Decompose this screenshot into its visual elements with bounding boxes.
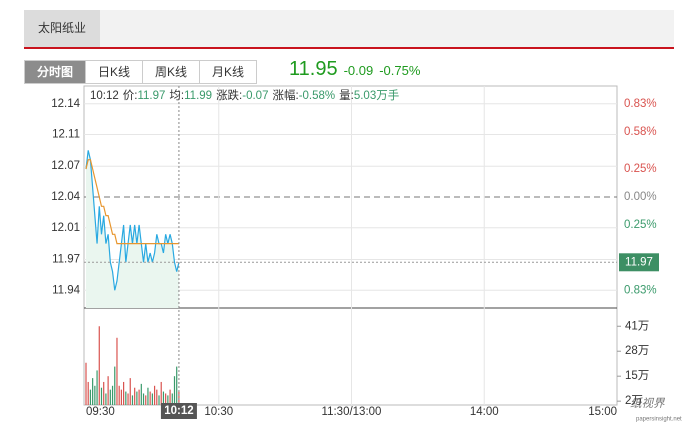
price-area xyxy=(86,150,179,308)
x-tick-label: 11:30/13:00 xyxy=(322,406,382,418)
y-tick-label: 11.97 xyxy=(52,254,80,266)
volume-bar xyxy=(136,391,138,405)
volume-bar xyxy=(114,366,116,405)
volume-bar xyxy=(138,389,140,405)
view-tab[interactable]: 分时图 xyxy=(24,60,87,84)
view-tab[interactable]: 周K线 xyxy=(142,60,201,84)
change-pct: -0.75% xyxy=(379,63,421,78)
volume-bar xyxy=(94,385,96,405)
change: -0.09 xyxy=(343,63,374,78)
volume-bar xyxy=(125,391,127,405)
volume-bar xyxy=(140,383,142,405)
volume-bar xyxy=(171,393,173,405)
volume-bar xyxy=(165,393,167,405)
volume-bar xyxy=(111,385,114,405)
quote: 11.95 -0.09 -0.75% xyxy=(289,58,426,81)
cursor-y-box xyxy=(619,253,659,272)
average-line xyxy=(85,159,179,245)
volume-bar xyxy=(89,389,92,405)
info-line: 10:12 价:11.97 均:11.99 涨跌:-0.07 涨幅:-0.58% 量:5.… xyxy=(90,88,399,102)
y2-tick-label: 0.25% xyxy=(624,219,657,231)
y2-tick-label: 0.58% xyxy=(624,126,657,138)
volume-bar xyxy=(145,395,147,405)
info-label: 涨幅: xyxy=(272,89,298,102)
volume-bar xyxy=(127,393,129,405)
y2-tick-label: 0.83% xyxy=(624,284,657,296)
y2-tick-label: 0.25% xyxy=(624,163,657,175)
volume-tick-label: 15万 xyxy=(625,370,649,382)
info-label: 10:12 xyxy=(90,90,119,102)
volume-tick-label: 28万 xyxy=(625,345,649,357)
volume-bar xyxy=(123,381,125,405)
volume-bar xyxy=(158,395,160,405)
volume-bar xyxy=(162,391,165,405)
volume-bar xyxy=(147,387,149,405)
cursor-x-box xyxy=(160,403,197,419)
volume-bar xyxy=(129,378,131,405)
view-tab[interactable]: 月K线 xyxy=(199,60,258,84)
volume-bar xyxy=(96,370,98,405)
volume-bar xyxy=(118,385,120,405)
volume-bar xyxy=(153,385,156,405)
y2-tick-label: 0.00% xyxy=(624,191,657,203)
volume-bar xyxy=(98,326,100,405)
cursor-x-label: 10:12 xyxy=(164,405,193,417)
volume-bar xyxy=(100,387,103,405)
x-tick-label: 10:30 xyxy=(204,406,233,418)
y2-tick-label: 0.83% xyxy=(624,98,657,110)
volume-bar xyxy=(87,381,89,405)
volume-bar xyxy=(109,389,111,405)
x-tick-label: 14:00 xyxy=(470,406,499,418)
volume-bar xyxy=(131,395,134,405)
info-value: -0.07 xyxy=(242,90,268,102)
volume-bar xyxy=(107,376,109,405)
y-tick-label: 12.11 xyxy=(52,129,80,141)
stock-tab[interactable]: 太阳纸业 xyxy=(24,10,100,47)
info-value: -0.58% xyxy=(299,90,335,102)
info-label: 量: xyxy=(339,89,354,102)
info-label: 均: xyxy=(169,89,184,102)
volume-bar xyxy=(142,393,145,405)
volume-bar xyxy=(120,389,122,405)
volume-bar xyxy=(167,395,169,405)
y-tick-label: 11.94 xyxy=(52,284,81,296)
volume-bar xyxy=(176,366,178,405)
volume-bar xyxy=(134,387,136,405)
volume-bar xyxy=(85,362,87,405)
volume-bar xyxy=(169,389,171,405)
top-bar: 太阳纸业 xyxy=(24,10,674,49)
info-value: 5.03万手 xyxy=(354,88,399,102)
info-label: 涨跌: xyxy=(216,88,242,102)
view-tabs: 分时图 日K线 周K线 月K线 xyxy=(24,60,258,84)
price: 11.95 xyxy=(289,58,338,80)
info-label: 价: xyxy=(123,89,138,102)
y-tick-label: 12.14 xyxy=(51,98,80,110)
volume-bar xyxy=(156,389,158,405)
y-tick-label: 12.04 xyxy=(51,191,80,203)
info-value: 11.99 xyxy=(184,90,212,102)
volume-tick-label: 41万 xyxy=(625,320,649,332)
y-tick-label: 12.07 xyxy=(51,160,80,172)
plot-frame xyxy=(83,85,618,406)
volume-bar xyxy=(103,381,105,405)
volume-bar xyxy=(92,378,94,405)
volume-bar xyxy=(105,393,107,405)
volume-bar xyxy=(116,337,118,405)
volume-bar xyxy=(151,393,153,405)
watermark-brand: 纸视界 xyxy=(630,397,666,410)
info-value: 11.97 xyxy=(137,90,165,102)
volume-bar xyxy=(160,381,162,405)
y-tick-label: 12.01 xyxy=(51,222,80,234)
volume-bar xyxy=(173,376,176,405)
x-tick-label: 09:30 xyxy=(86,406,115,418)
volume-bar xyxy=(149,391,151,405)
cursor-y-label: 11.97 xyxy=(625,256,653,268)
volume-tick-label: 2万 xyxy=(625,395,643,407)
x-tick-label: 15:00 xyxy=(588,406,617,418)
watermark-site: papersinsight.net xyxy=(636,417,682,423)
